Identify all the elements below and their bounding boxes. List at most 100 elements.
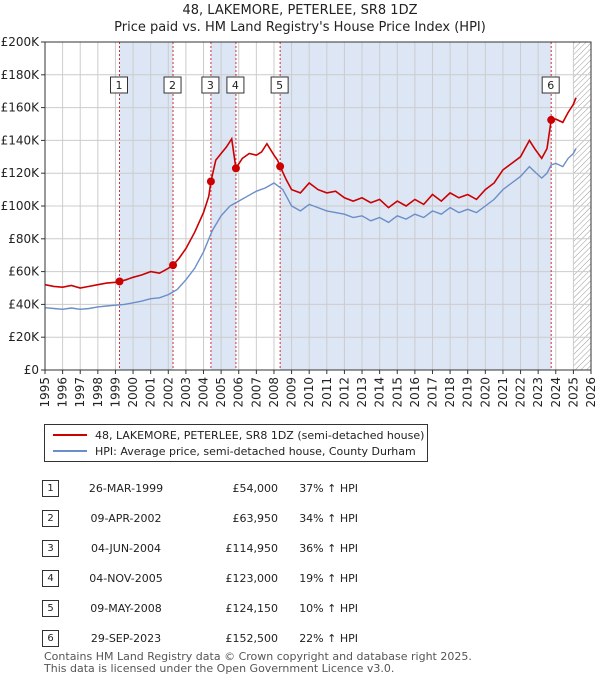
x-tick-label: 2023 xyxy=(531,377,545,408)
sale-date: 09-MAY-2008 xyxy=(90,601,162,615)
sale-number: 4 xyxy=(42,569,59,587)
sale-hpi-change: 10% ↑ HPI xyxy=(299,601,358,615)
footer: Contains HM Land Registry data © Crown c… xyxy=(44,651,472,675)
sale-row: 1 26-MAR-1999 £54,000 37% ↑ HPI xyxy=(42,473,358,503)
sale-number: 6 xyxy=(42,629,59,647)
x-tick-label: 2024 xyxy=(549,377,563,408)
sale-label-box xyxy=(163,76,182,94)
sale-price: £54,000 xyxy=(232,481,279,495)
x-tick-label: 2016 xyxy=(408,377,422,408)
sale-date: 29-SEP-2023 xyxy=(90,631,162,645)
chart-title-line1: 48, LAKEMORE, PETERLEE, SR8 1DZ xyxy=(182,3,418,18)
x-tick-label: 2009 xyxy=(285,377,299,408)
sale-hpi-change: 36% ↑ HPI xyxy=(299,541,358,555)
sale-number: 2 xyxy=(42,509,59,527)
sale-hpi-change: 19% ↑ HPI xyxy=(299,571,358,585)
sale-point xyxy=(231,164,240,173)
x-tick-label: 2001 xyxy=(144,377,158,408)
x-tick-label: 2020 xyxy=(478,377,492,408)
legend-item-property: 48, LAKEMORE, PETERLEE, SR8 1DZ (semi-de… xyxy=(53,427,424,443)
x-tick-label: 1995 xyxy=(38,377,52,408)
sale-hpi-change: 37% ↑ HPI xyxy=(299,481,358,495)
sale-hpi-change: 22% ↑ HPI xyxy=(299,631,358,645)
x-tick-label: 2003 xyxy=(179,377,193,408)
sale-label-number: 6 xyxy=(547,79,554,92)
sale-date: 04-NOV-2005 xyxy=(89,571,163,585)
sale-label-number: 4 xyxy=(232,79,239,92)
x-tick-label: 2013 xyxy=(355,377,369,408)
x-tick-label: 1999 xyxy=(108,377,122,408)
sale-point xyxy=(115,277,124,286)
y-tick-label: £20K xyxy=(8,330,40,344)
x-tick-label: 1997 xyxy=(73,377,87,408)
x-tick-label: 1996 xyxy=(56,377,70,408)
x-tick-label: 2002 xyxy=(161,377,175,408)
sale-label-box xyxy=(541,76,560,94)
y-tick-label: £80K xyxy=(8,232,40,246)
y-tick-label: £120K xyxy=(1,166,41,180)
sale-label-box xyxy=(201,76,220,94)
sale-point xyxy=(169,261,178,270)
sale-price: £152,500 xyxy=(225,631,279,645)
x-tick-label: 2025 xyxy=(566,377,580,408)
sale-row: 6 29-SEP-2023 £152,500 22% ↑ HPI xyxy=(42,623,358,653)
sale-row: 3 04-JUN-2004 £114,950 36% ↑ HPI xyxy=(42,533,358,563)
sale-point xyxy=(547,115,556,124)
x-tick-label: 2019 xyxy=(461,377,475,408)
x-tick-label: 1998 xyxy=(91,377,105,408)
legend-swatch-hpi xyxy=(53,450,87,452)
x-tick-label: 2006 xyxy=(232,377,246,408)
x-tick-label: 2007 xyxy=(249,377,263,408)
series-line-property xyxy=(45,97,577,289)
sale-label-box xyxy=(270,76,289,94)
footer-copyright: Contains HM Land Registry data © Crown c… xyxy=(44,650,472,663)
sale-label-number: 5 xyxy=(276,79,283,92)
plot-frame xyxy=(44,41,592,371)
y-tick-label: £160K xyxy=(1,101,41,115)
sale-row: 4 04-NOV-2005 £123,000 19% ↑ HPI xyxy=(42,563,358,593)
x-tick-label: 2018 xyxy=(443,377,457,408)
x-tick-label: 2004 xyxy=(197,377,211,408)
sale-price: £63,950 xyxy=(232,511,279,525)
sale-point xyxy=(276,162,285,171)
series-line-hpi xyxy=(45,148,577,311)
sale-label-number: 1 xyxy=(116,79,123,92)
chart-legend: 48, LAKEMORE, PETERLEE, SR8 1DZ (semi-de… xyxy=(44,424,428,462)
x-tick-label: 2022 xyxy=(514,377,528,408)
x-tick-label: 2014 xyxy=(373,377,387,408)
sale-price: £124,150 xyxy=(225,601,279,615)
sale-label-box xyxy=(226,76,245,94)
sale-date: 04-JUN-2004 xyxy=(90,541,162,555)
legend-label-property: 48, LAKEMORE, PETERLEE, SR8 1DZ (semi-de… xyxy=(95,428,425,442)
y-tick-label: £40K xyxy=(8,297,40,311)
y-tick-label: £0 xyxy=(24,363,39,377)
y-tick-label: £180K xyxy=(1,68,41,82)
sale-price: £114,950 xyxy=(225,541,279,555)
sale-number: 3 xyxy=(42,539,59,557)
sale-price: £123,000 xyxy=(225,571,279,585)
sale-label-number: 2 xyxy=(169,79,176,92)
y-tick-label: £100K xyxy=(1,199,41,213)
sale-label-box xyxy=(110,76,129,94)
x-tick-label: 2012 xyxy=(337,377,351,408)
chart-title-line2: Price paid vs. HM Land Registry's House … xyxy=(114,20,486,35)
x-tick-label: 2021 xyxy=(496,377,510,408)
x-tick-label: 2017 xyxy=(425,377,439,408)
sale-row: 2 09-APR-2002 £63,950 34% ↑ HPI xyxy=(42,503,358,533)
y-tick-label: £140K xyxy=(1,133,41,147)
x-tick-label: 2026 xyxy=(584,377,598,408)
x-tick-label: 2011 xyxy=(320,377,334,408)
sale-label-number: 3 xyxy=(207,79,214,92)
x-tick-label: 2008 xyxy=(267,377,281,408)
y-tick-label: £60K xyxy=(8,265,40,279)
x-tick-label: 2000 xyxy=(126,377,140,408)
sale-point xyxy=(206,177,215,186)
sales-table: 1 26-MAR-1999 £54,000 37% ↑ HPI 2 09-APR-2002… xyxy=(42,473,358,653)
sale-number: 1 xyxy=(42,479,59,497)
price-chart: 1995 1996 1997 1998 1999 2000 2001 2002 2003 2004… xyxy=(1,35,598,408)
sale-date: 09-APR-2002 xyxy=(90,511,162,525)
sale-number: 5 xyxy=(42,599,59,617)
chart-title: 48, LAKEMORE, PETERLEE, SR8 1DZ Price pa… xyxy=(0,2,600,36)
sale-hpi-change: 34% ↑ HPI xyxy=(299,511,358,525)
legend-swatch-property xyxy=(53,434,87,436)
